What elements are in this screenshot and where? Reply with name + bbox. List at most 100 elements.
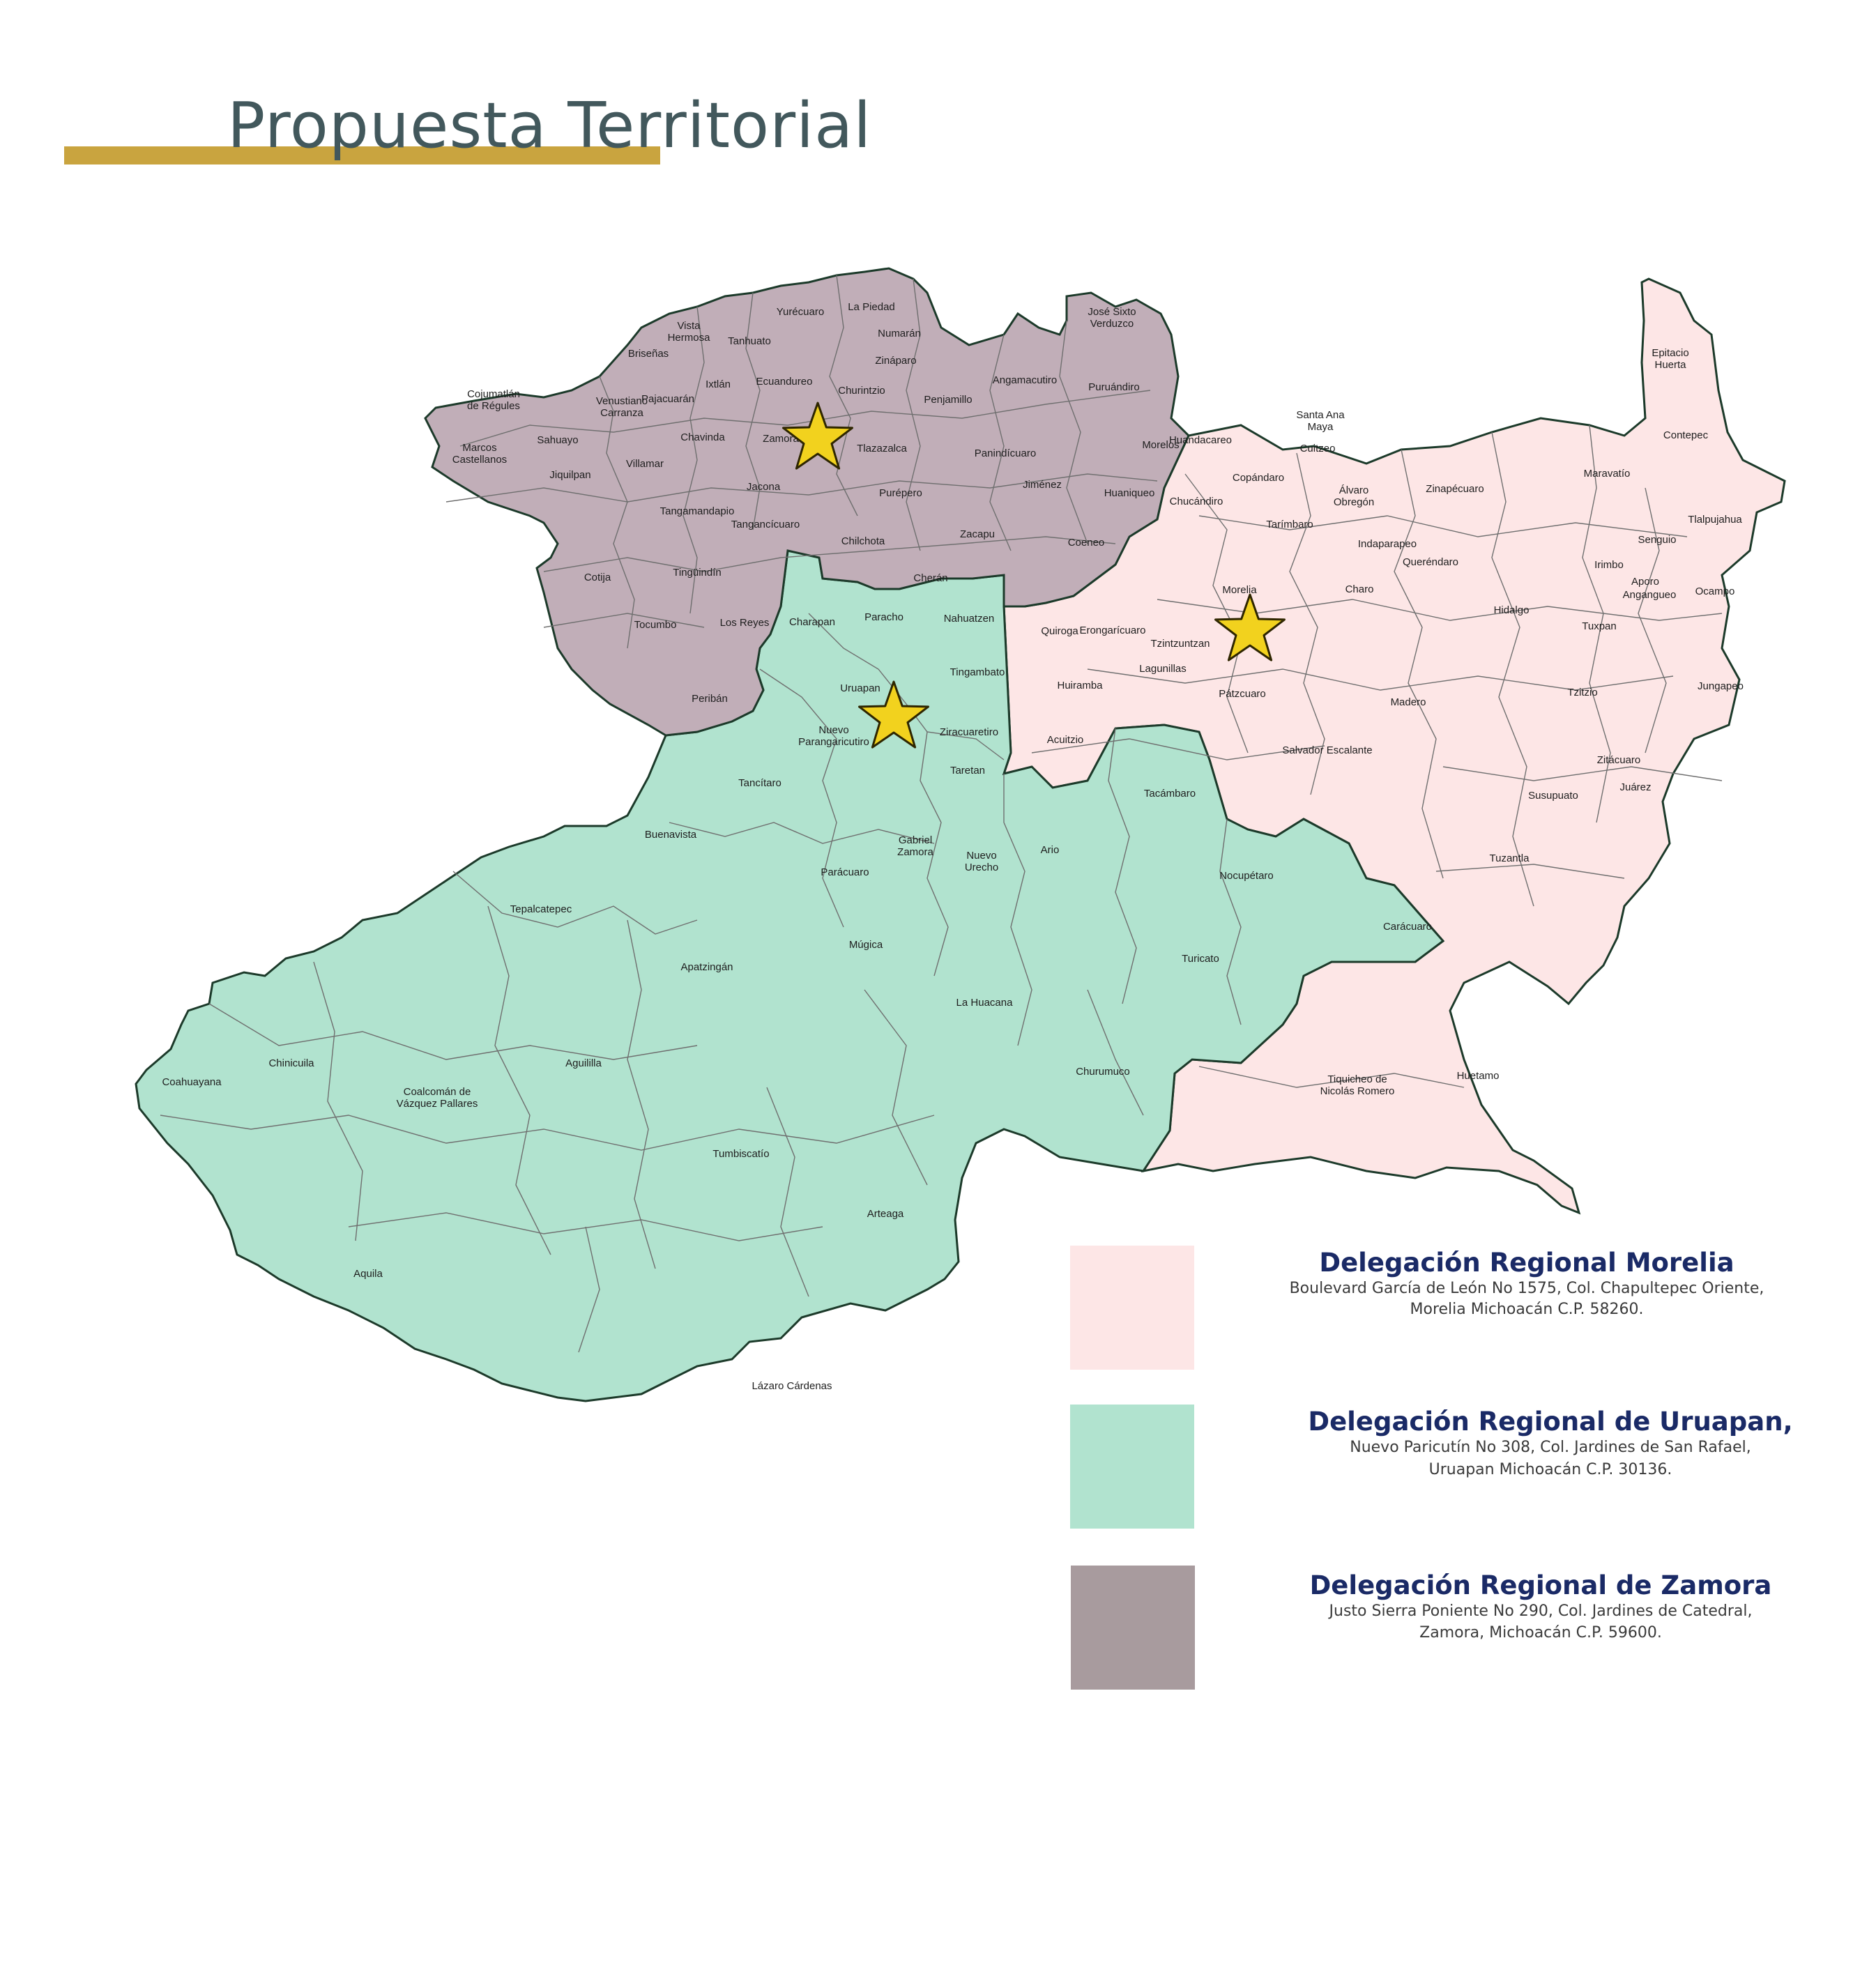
star-icon-morelia[interactable] bbox=[1214, 593, 1286, 661]
municipality-label: Susupuato bbox=[1528, 790, 1578, 802]
municipality-label: Múgica bbox=[849, 939, 883, 951]
page-title: Propuesta Territorial bbox=[227, 89, 872, 162]
legend-address-uruapan-line2: Uruapan Michoacán C.P. 30136. bbox=[1428, 1461, 1672, 1478]
municipality-label: Madero bbox=[1391, 696, 1426, 708]
municipality-label: Ocampo bbox=[1695, 586, 1735, 597]
municipality-label: Chavinda bbox=[680, 431, 725, 443]
municipality-label: Tuzantla bbox=[1490, 852, 1530, 864]
municipality-label: Charapan bbox=[789, 616, 835, 628]
municipality-label: Tepalcatepec bbox=[510, 903, 572, 915]
delegation-markers bbox=[782, 401, 1286, 749]
municipality-label: Buenavista bbox=[645, 829, 697, 841]
municipality-label: Juárez bbox=[1619, 781, 1651, 793]
municipality-label: La Huacana bbox=[956, 997, 1014, 1009]
municipality-label: Zináparo bbox=[875, 355, 916, 367]
legend-title-morelia: Delegación Regional Morelia bbox=[1319, 1248, 1734, 1278]
municipality-label: Tzintzuntzan bbox=[1150, 638, 1210, 650]
municipality-label: La Piedad bbox=[848, 301, 895, 313]
municipality-label: Pátzcuaro bbox=[1219, 688, 1266, 700]
municipality-label: Angamacutiro bbox=[993, 374, 1058, 386]
municipality-label: Apatzingán bbox=[680, 961, 733, 973]
municipality-label: Pajacuarán bbox=[641, 393, 694, 405]
municipality-label: Tangancícuaro bbox=[731, 519, 800, 530]
municipality-label: Nuevo Urecho bbox=[965, 850, 998, 873]
municipality-label: Chucándiro bbox=[1170, 496, 1223, 507]
region-uruapan[interactable] bbox=[135, 549, 1445, 1402]
municipality-label: Santa Ana Maya bbox=[1296, 409, 1345, 433]
municipality-label: Gabriel Zamora bbox=[897, 834, 933, 858]
municipality-label: Coeneo bbox=[1068, 537, 1105, 549]
municipality-label: Nahuatzen bbox=[944, 613, 995, 625]
municipality-label: Yurécuaro bbox=[777, 306, 824, 318]
municipal-boundaries bbox=[160, 275, 1723, 1353]
legend-title-uruapan: Delegación Regional de Uruapan, bbox=[1308, 1407, 1793, 1437]
municipality-labels: La Piedad Yurécuaro Vista Hermosa Tanhuato Nu… bbox=[162, 301, 1743, 1392]
municipality-label: Turicato bbox=[1182, 953, 1219, 965]
municipality-label: Lagunillas bbox=[1139, 663, 1187, 675]
municipality-label: Aguililla bbox=[565, 1057, 602, 1069]
municipality-label: Quiroga bbox=[1041, 625, 1078, 637]
municipality-label: Churumuco bbox=[1076, 1066, 1130, 1078]
municipality-label: Tancítaro bbox=[738, 777, 781, 789]
municipality-label: Senguio bbox=[1638, 534, 1676, 546]
municipality-label: Los Reyes bbox=[720, 617, 770, 629]
legend-address-zamora-line2: Zamora, Michoacán C.P. 59600. bbox=[1419, 1624, 1662, 1642]
legend-swatch-zamora bbox=[1071, 1566, 1195, 1690]
municipality-label: Ziracuaretiro bbox=[940, 726, 998, 738]
municipality-label: Tangamandapio bbox=[660, 505, 735, 517]
municipality-label: Queréndaro bbox=[1403, 556, 1458, 568]
municipality-label: Zacapu bbox=[960, 528, 995, 540]
municipality-label: Huetamo bbox=[1457, 1070, 1500, 1082]
region-zamora[interactable] bbox=[424, 267, 1190, 737]
municipality-label: Coalcomán de Vázquez Pallares bbox=[397, 1086, 478, 1110]
municipality-label: Aporo bbox=[1631, 576, 1659, 588]
municipality-label: Zitácuaro bbox=[1597, 754, 1641, 766]
municipality-label: Coahuayana bbox=[162, 1076, 222, 1088]
municipality-label: Tocumbo bbox=[634, 619, 677, 631]
legend-swatch-morelia bbox=[1070, 1246, 1194, 1370]
municipality-label: Charo bbox=[1345, 583, 1374, 595]
legend-address-zamora-line1: Justo Sierra Poniente No 290, Col. Jardi… bbox=[1329, 1602, 1753, 1620]
municipality-label: Ixtlán bbox=[706, 378, 731, 390]
municipality-label: Tuxpan bbox=[1582, 620, 1616, 632]
municipality-label: Tumbiscatío bbox=[712, 1148, 769, 1160]
municipality-label: Maravatío bbox=[1584, 468, 1631, 480]
municipality-label: Uruapan bbox=[840, 682, 880, 694]
municipality-label: Vista Hermosa bbox=[668, 320, 711, 344]
municipality-label: Carácuaro bbox=[1383, 921, 1432, 933]
municipality-label: Acuitzio bbox=[1047, 734, 1084, 746]
municipality-label: Tiquicheo de Nicolás Romero bbox=[1320, 1073, 1395, 1097]
municipality-label: Huiramba bbox=[1057, 680, 1103, 691]
municipality-label: Contepec bbox=[1663, 429, 1709, 441]
legend-address-uruapan-line1: Nuevo Paricutín No 308, Col. Jardines de… bbox=[1350, 1439, 1751, 1456]
municipality-label: Taretan bbox=[950, 765, 985, 776]
municipality-label: Huaniqueo bbox=[1104, 487, 1155, 499]
municipality-label: Aquila bbox=[353, 1268, 383, 1280]
municipality-label: Purépero bbox=[879, 487, 922, 499]
municipality-label: Nocupétaro bbox=[1219, 870, 1274, 882]
municipality-label: Tingambato bbox=[950, 666, 1005, 678]
municipality-label: Marcos Castellanos bbox=[452, 442, 507, 466]
municipality-label: Numarán bbox=[878, 328, 921, 339]
municipality-label: Panindícuaro bbox=[975, 447, 1036, 459]
municipality-label: Paracho bbox=[864, 611, 903, 623]
municipality-label: Tlalpujahua bbox=[1688, 514, 1742, 526]
municipality-label: Jungapeo bbox=[1698, 680, 1744, 692]
legend-address-morelia-line2: Morelia Michoacán C.P. 58260. bbox=[1410, 1301, 1644, 1318]
municipality-label: Epitacio Huerta bbox=[1652, 347, 1688, 371]
municipality-label: Venustiano Carranza bbox=[596, 395, 648, 419]
municipality-label: Arteaga bbox=[867, 1208, 904, 1220]
municipality-label: Penjamillo bbox=[924, 394, 972, 406]
title-accent-bar bbox=[64, 146, 660, 164]
municipality-label: Lázaro Cárdenas bbox=[752, 1380, 832, 1392]
municipality-label: Cotija bbox=[584, 572, 611, 583]
star-icon-uruapan[interactable] bbox=[858, 680, 929, 749]
municipality-label: Morelia bbox=[1222, 584, 1257, 596]
municipality-label: Zinapécuaro bbox=[1426, 483, 1484, 495]
municipality-label: Chilchota bbox=[841, 535, 885, 547]
municipality-label: Morelos bbox=[1142, 439, 1179, 451]
legend-title-zamora: Delegación Regional de Zamora bbox=[1309, 1570, 1772, 1600]
legend-address-morelia-line1: Boulevard García de León No 1575, Col. C… bbox=[1289, 1280, 1764, 1297]
star-icon-zamora[interactable] bbox=[782, 401, 853, 470]
